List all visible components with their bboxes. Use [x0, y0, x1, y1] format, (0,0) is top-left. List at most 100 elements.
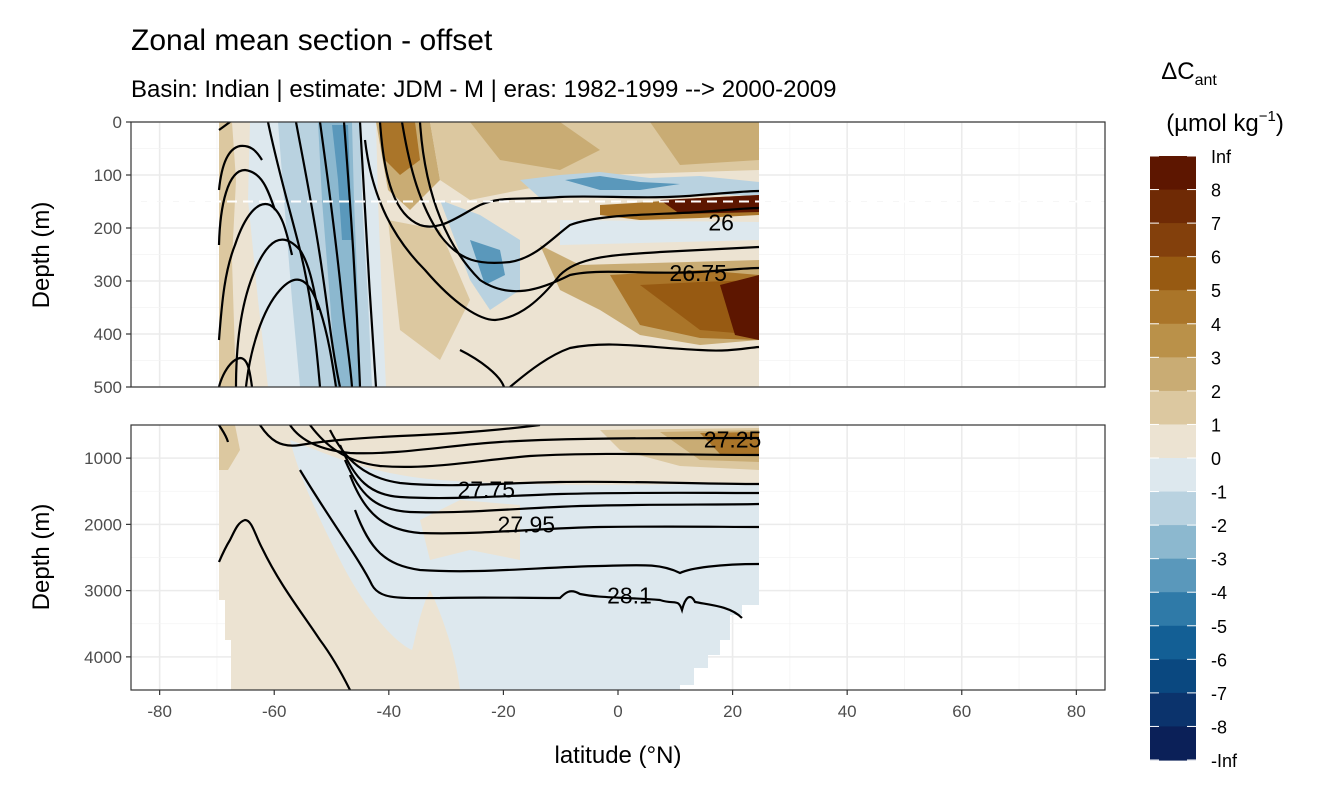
x-tick-label: 80 — [1067, 702, 1086, 721]
contour-line — [459, 349, 506, 387]
contour-line — [266, 122, 322, 387]
contour-line — [289, 425, 760, 455]
contour-line — [329, 429, 760, 487]
upper-panel: 26 26.75 0 100 200 300 400 500 — [94, 113, 1106, 397]
field-fill-tan-tongue — [420, 500, 520, 560]
field-fill-south-edge — [219, 122, 236, 387]
y-tick-label: 400 — [94, 325, 122, 344]
contour-line — [259, 425, 541, 447]
contour-label: 27.25 — [704, 427, 762, 453]
y-tick-label: 0 — [113, 113, 122, 132]
contour-line — [244, 278, 338, 387]
legend-title-main: ΔC — [1161, 58, 1194, 85]
legend-label: 0 — [1211, 449, 1221, 469]
upper-y-axis: 0 100 200 300 400 500 — [94, 113, 131, 397]
contour-line — [343, 459, 760, 514]
field-fill-brown-patch-lower — [388, 220, 470, 360]
legend: ΔCant (µmol kg−1) Inf 8 7 6 5 4 3 2 1 0 -1 -2 -3 -4 -5… — [1150, 58, 1284, 771]
contour-label: 26 — [708, 210, 734, 236]
legend-label: -6 — [1211, 650, 1227, 670]
legend-label: -5 — [1211, 617, 1227, 637]
contour-label: 28.1 — [607, 582, 652, 608]
upper-contour-labels: 26 26.75 — [669, 210, 733, 286]
y-axis-title-upper: Depth (m) — [28, 202, 55, 309]
legend-color-swatch — [1150, 390, 1196, 426]
legend-label: 3 — [1211, 348, 1221, 368]
chart-title: Zonal mean section - offset — [131, 24, 493, 57]
legend-colorbar: Inf 8 7 6 5 4 3 2 1 0 -1 -2 -3 -4 -5 -6 -7 -8 -Inf — [1150, 147, 1238, 771]
contour-line — [378, 122, 760, 228]
legend-label: -2 — [1211, 516, 1227, 536]
x-tick-label: 40 — [838, 702, 857, 721]
legend-unit: (µmol kg−1) — [1166, 108, 1284, 137]
contour-line — [318, 122, 354, 387]
legend-label: 7 — [1211, 214, 1221, 234]
legend-label: -Inf — [1211, 751, 1238, 771]
field-fill-upper-brown-east — [650, 122, 759, 165]
contour-line — [217, 202, 294, 341]
y-tick-label: 200 — [94, 219, 122, 238]
contour-line — [217, 144, 263, 191]
lower-panel-field: 27.25 27.75 27.95 28.1 — [217, 425, 762, 690]
lower-contour-lines — [217, 425, 760, 690]
legend-color-swatch — [1150, 625, 1196, 660]
legend-color-swatch — [1150, 156, 1196, 191]
legend-color-swatch — [1150, 256, 1196, 291]
contour-line — [363, 139, 760, 322]
contour-line — [509, 343, 760, 387]
x-tick-label: -60 — [262, 702, 287, 721]
contour-label: 26.75 — [669, 260, 727, 286]
upper-contour-lines — [217, 122, 760, 387]
legend-label: 4 — [1211, 315, 1221, 335]
legend-color-swatch — [1150, 357, 1196, 392]
legend-label: 2 — [1211, 382, 1221, 402]
x-tick-label: 20 — [723, 702, 742, 721]
y-tick-label: 3000 — [84, 582, 122, 601]
legend-color-swatch — [1150, 692, 1196, 728]
contour-line — [353, 509, 760, 575]
contour-line — [217, 168, 277, 246]
contour-line — [348, 474, 760, 535]
legend-unit-suffix: ) — [1276, 110, 1284, 137]
field-fill-south-edge-tan — [219, 425, 240, 470]
legend-unit-sup: −1 — [1259, 108, 1276, 125]
contour-line — [400, 122, 760, 265]
x-tick-label: -40 — [377, 702, 402, 721]
y-tick-label: 1000 — [84, 449, 122, 468]
y-tick-label: 300 — [94, 272, 122, 291]
legend-color-swatch — [1150, 491, 1196, 526]
x-tick-label: 0 — [613, 702, 622, 721]
legend-label: 8 — [1211, 181, 1221, 201]
contour-line — [217, 518, 351, 690]
legend-color-swatch — [1150, 592, 1196, 627]
legend-unit-prefix: (µmol kg — [1166, 110, 1259, 137]
contour-line — [294, 122, 342, 387]
y-tick-label: 4000 — [84, 648, 122, 667]
contour-line — [418, 122, 760, 293]
y-tick-label: 100 — [94, 166, 122, 185]
field-fill-deep-blue — [290, 440, 759, 690]
legend-color-swatch — [1150, 290, 1196, 325]
contour-line — [338, 444, 760, 500]
lower-y-axis: 1000 2000 3000 4000 — [84, 449, 131, 667]
legend-color-swatch — [1150, 525, 1196, 560]
field-fill-band-230m — [560, 220, 759, 245]
contour-line — [217, 356, 254, 387]
contour-label: 27.75 — [457, 476, 515, 502]
contour-line — [342, 122, 362, 387]
contour-label: 27.95 — [498, 511, 556, 537]
legend-label: 6 — [1211, 248, 1221, 268]
legend-color-swatch — [1150, 558, 1196, 593]
field-fill-blue-streak-core — [565, 176, 680, 190]
field-fill-upper-brown — [470, 122, 600, 170]
legend-label: -7 — [1211, 684, 1227, 704]
legend-color-swatch — [1150, 458, 1196, 493]
x-axis: -80 -60 -40 -20 0 20 40 60 80 — [147, 690, 1086, 721]
contour-line — [218, 122, 231, 131]
lower-panel: 27.25 27.75 27.95 28.1 1000 2000 3000 4000 — [84, 424, 1106, 691]
legend-label: Inf — [1211, 147, 1232, 167]
contour-line — [358, 122, 378, 387]
x-axis-title: latitude (°N) — [555, 742, 682, 769]
upper-panel-border — [130, 121, 1106, 388]
